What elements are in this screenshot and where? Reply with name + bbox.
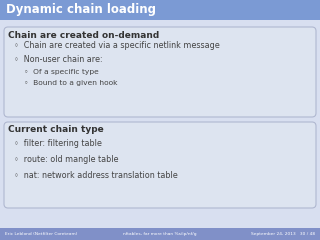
Text: ◦  Non-user chain are:: ◦ Non-user chain are: (14, 54, 103, 64)
FancyBboxPatch shape (4, 27, 316, 117)
Text: ◦  Of a specific type: ◦ Of a specific type (24, 69, 99, 75)
Text: Eric Leblond (Netfilter Coreteam): Eric Leblond (Netfilter Coreteam) (5, 232, 77, 236)
FancyBboxPatch shape (0, 228, 320, 240)
Text: ◦  route: old mangle table: ◦ route: old mangle table (14, 156, 118, 164)
FancyBboxPatch shape (4, 122, 316, 208)
Text: Chain are created on-demand: Chain are created on-demand (8, 30, 159, 40)
Text: ◦  filter: filtering table: ◦ filter: filtering table (14, 139, 102, 149)
FancyBboxPatch shape (0, 0, 320, 20)
Text: ◦  Chain are created via a specific netlink message: ◦ Chain are created via a specific netli… (14, 42, 220, 50)
Text: nftables, far more than %s/ip/nf/g: nftables, far more than %s/ip/nf/g (123, 232, 197, 236)
Text: ◦  Bound to a given hook: ◦ Bound to a given hook (24, 80, 117, 86)
Text: Current chain type: Current chain type (8, 126, 104, 134)
Text: September 24, 2013   30 / 48: September 24, 2013 30 / 48 (251, 232, 315, 236)
Text: Dynamic chain loading: Dynamic chain loading (6, 4, 156, 17)
Text: ◦  nat: network address translation table: ◦ nat: network address translation table (14, 172, 178, 180)
